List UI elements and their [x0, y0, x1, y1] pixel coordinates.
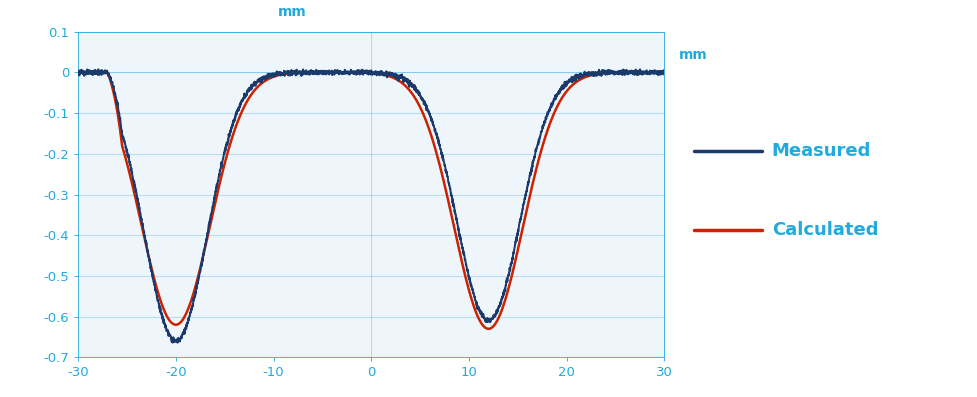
Text: Measured: Measured: [772, 142, 871, 160]
Text: mm: mm: [679, 48, 707, 62]
Text: mm: mm: [277, 5, 307, 19]
Text: Calculated: Calculated: [772, 221, 878, 239]
